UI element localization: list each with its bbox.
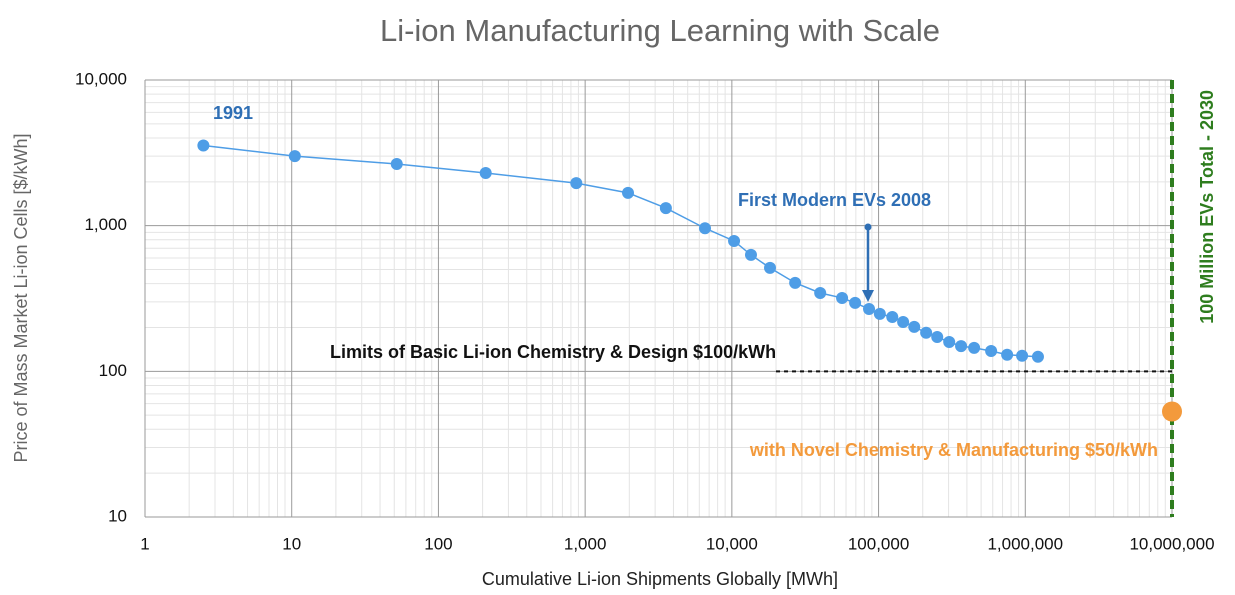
data-point — [985, 344, 998, 357]
data-point — [1031, 350, 1044, 363]
data-point — [728, 234, 741, 247]
data-point — [873, 307, 886, 320]
data-point — [789, 276, 802, 289]
marks — [197, 80, 1174, 517]
y-tick-label: 10 — [108, 506, 127, 525]
target-point — [1162, 401, 1182, 422]
data-point — [863, 302, 876, 315]
x-tick-label: 1,000 — [564, 534, 607, 553]
y-tick-label: 10,000 — [75, 69, 127, 88]
data-point — [943, 335, 956, 348]
data-point — [908, 320, 921, 333]
data-point — [390, 158, 403, 171]
x-tick-label: 100 — [424, 534, 452, 553]
data-point — [836, 291, 849, 304]
annotation: 1991 — [213, 103, 253, 123]
y-tick-label: 100 — [99, 361, 127, 380]
x-tick-label: 10 — [282, 534, 301, 553]
y-tick-label: 1,000 — [84, 215, 127, 234]
data-point — [622, 186, 635, 199]
data-point — [479, 166, 492, 179]
data-point — [288, 150, 301, 163]
annotation-arrow — [862, 223, 874, 302]
target-label: with Novel Chemistry & Manufacturing $50… — [749, 440, 1158, 460]
data-point — [886, 311, 899, 324]
data-point — [920, 326, 933, 339]
x-tick-label: 1 — [140, 534, 149, 553]
vertical-line-label: 100 Million EVs Total - 2030 — [1197, 90, 1217, 324]
reference-label: Limits of Basic Li-ion Chemistry & Desig… — [330, 342, 776, 362]
annotation: First Modern EVs 2008 — [738, 190, 931, 210]
data-point — [955, 340, 968, 353]
data-point — [897, 316, 910, 329]
data-point — [1001, 348, 1014, 361]
x-tick-label: 10,000 — [706, 534, 758, 553]
data-point — [570, 177, 583, 190]
data-point — [698, 222, 711, 235]
data-point — [197, 139, 210, 152]
x-tick-label: 1,000,000 — [987, 534, 1063, 553]
data-point — [659, 202, 672, 215]
data-point — [849, 296, 862, 309]
data-point — [968, 341, 981, 354]
data-point — [814, 286, 827, 299]
x-tick-label: 100,000 — [848, 534, 909, 553]
data-point — [744, 248, 757, 261]
x-tick-label: 10,000,000 — [1129, 534, 1214, 553]
chart-title: Li-ion Manufacturing Learning with Scale — [380, 13, 940, 48]
data-point — [1016, 349, 1029, 362]
x-axis-label: Cumulative Li-ion Shipments Globally [MW… — [482, 569, 838, 589]
y-axis-label: Price of Mass Market Li-ion Cells [$/kWh… — [11, 133, 31, 462]
data-point — [931, 331, 944, 344]
data-point — [764, 261, 777, 274]
